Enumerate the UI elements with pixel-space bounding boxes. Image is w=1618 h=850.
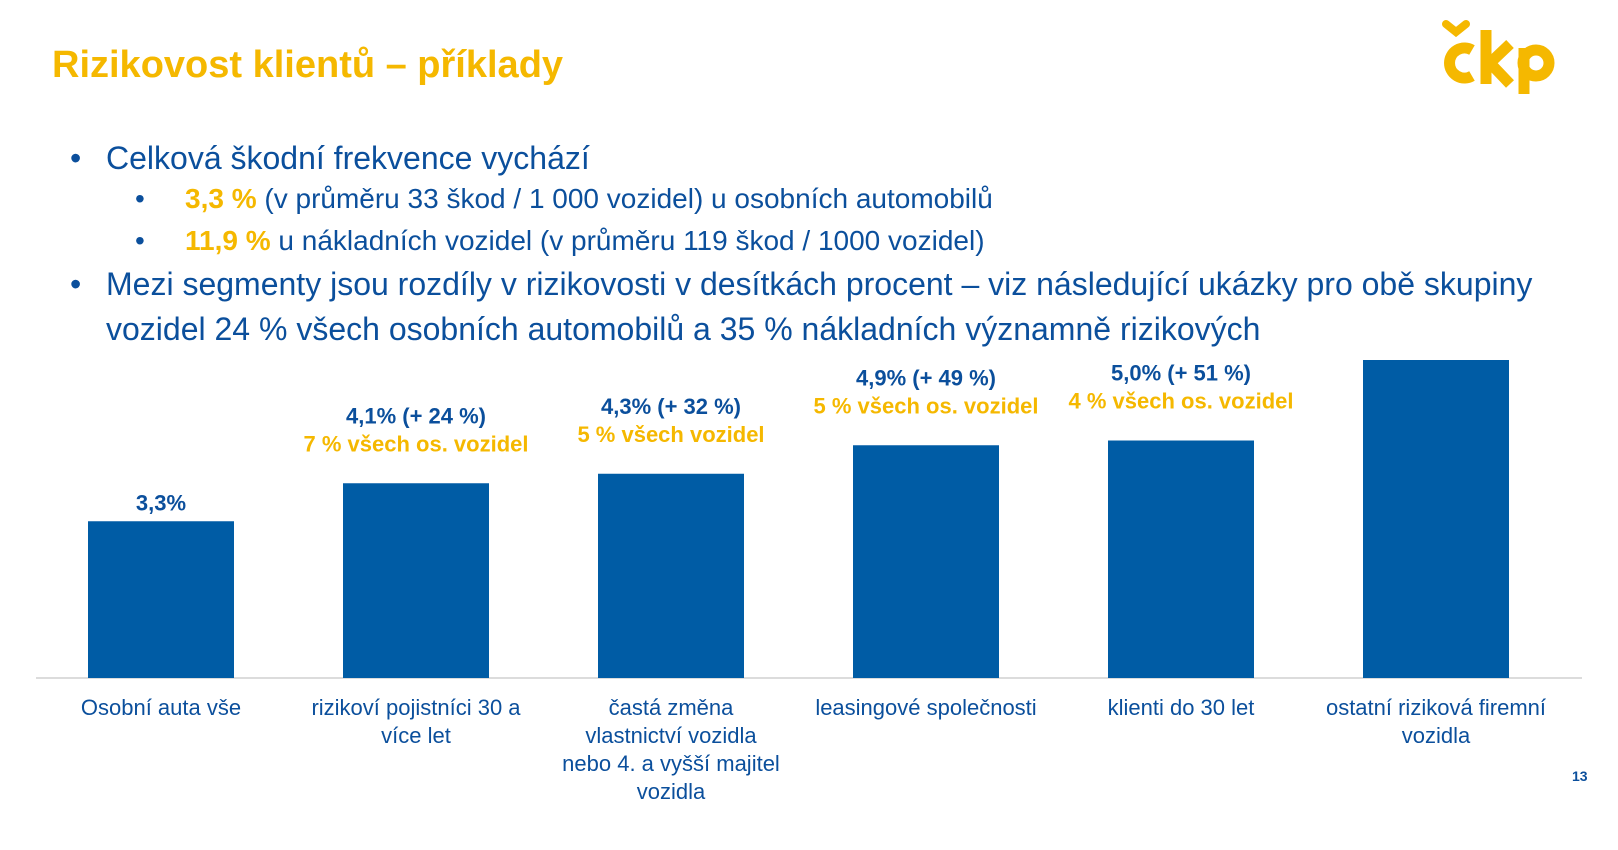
category-label: více let [381,723,451,748]
bar-share-label: 4 % všech os. vozidel [1069,389,1294,414]
category-label: častá změna [609,695,734,720]
bullet-dot: • [70,140,82,176]
category-label: vozidla [637,779,706,804]
bullet-text: Mezi segmenty jsou rozdíly v rizikovosti… [106,266,1533,347]
slide-title: Rizikovost klientů – příklady [52,44,564,86]
bar-value-label: 3,3% [136,490,186,515]
bullet-list: • Celková škodní frekvence vychází • 3,3… [70,138,1600,352]
category-label: vozidla [1402,723,1471,748]
category-label: Osobní auta vše [81,695,241,720]
bar [1108,440,1254,678]
bullet-item: • Celková škodní frekvence vychází [70,138,1600,178]
sub-bullet-item: • 3,3 % (v průměru 33 škod / 1 000 vozid… [70,178,1600,220]
highlight-value: 11,9 % [185,225,271,256]
bar [1363,360,1509,678]
bullet-text: u nákladních vozidel (v průměru 119 škod… [270,225,985,256]
category-label: nebo 4. a vyšší majitel [562,751,780,776]
category-label: vlastnictví vozidla [585,723,757,748]
bar [598,473,744,678]
bullet-dot: • [70,266,82,302]
page-number: 13 [1572,768,1588,784]
sub-bullet-item: • 11,9 % u nákladních vozidel (v průměru… [70,220,1600,262]
bar [343,483,489,678]
bullet-item: • Mezi segmenty jsou rozdíly v rizikovos… [70,262,1600,352]
ckp-logo [1442,20,1555,94]
category-label: rizikoví pojistníci 30 a [311,695,521,720]
bar [88,521,234,678]
category-label: ostatní riziková firemní [1326,695,1546,720]
category-label: leasingové společnosti [815,695,1036,720]
bar-value-label: 4,3% (+ 32 %) [601,394,741,419]
bar-share-label: 5 % všech vozidel [577,422,764,447]
bar-value-label: 4,1% (+ 24 %) [346,403,486,428]
bar-value-label: 5,0% (+ 51 %) [1111,361,1251,386]
bullet-text: Celková škodní frekvence vychází [106,140,590,176]
category-label: klienti do 30 let [1108,695,1255,720]
highlight-value: 3,3 % [185,183,257,214]
bar-share-label: 5 % všech os. vozidel [814,393,1039,418]
bullet-dot: • [135,225,145,256]
bar-chart: 3,3% Osobní auta vše 4,1% (+ 24 %) 7 % všec… [36,360,1582,804]
bullet-dot: • [135,183,145,214]
bar [853,445,999,678]
bullet-text: (v průměru 33 škod / 1 000 vozidel) u os… [256,183,993,214]
bar-value-label: 4,9% (+ 49 %) [856,365,996,390]
bar-share-label: 7 % všech os. vozidel [304,431,529,456]
